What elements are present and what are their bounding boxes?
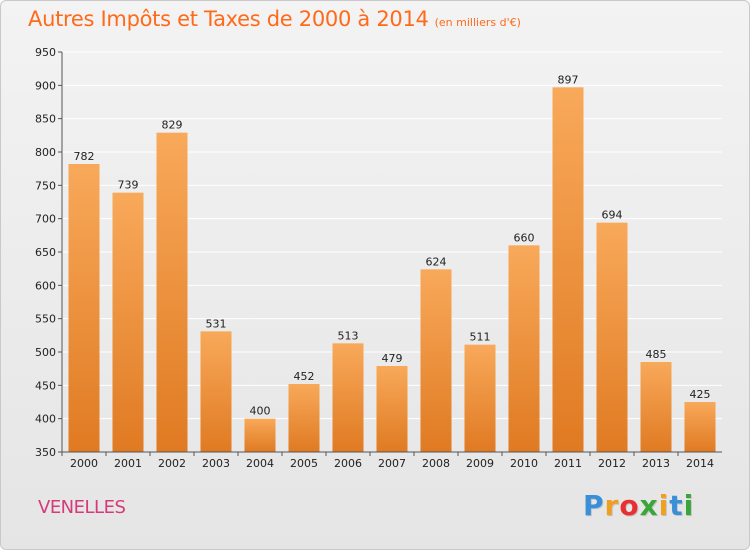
data-label-2001: 739 xyxy=(118,179,139,192)
logo-letter: t xyxy=(669,489,684,522)
y-tick-label: 400 xyxy=(35,413,56,426)
axes xyxy=(61,52,722,453)
data-label-2014: 425 xyxy=(690,388,711,401)
x-tick-label: 2003 xyxy=(202,457,230,470)
data-label-2004: 400 xyxy=(250,405,271,418)
y-tick-label: 650 xyxy=(35,246,56,259)
bar-2003 xyxy=(200,331,232,452)
logo-letter: i xyxy=(683,489,695,522)
y-tick-label: 900 xyxy=(35,79,56,92)
data-label-2007: 479 xyxy=(382,352,403,365)
logo-letter: P xyxy=(583,489,605,522)
bar-2006 xyxy=(332,343,364,452)
data-label-2012: 694 xyxy=(602,209,623,222)
bar-2014 xyxy=(684,402,716,452)
y-tick-label: 450 xyxy=(35,379,56,392)
title-text: Autres Impôts et Taxes de 2000 à 2014 xyxy=(28,7,429,31)
proxiti-logo: Proxiti xyxy=(583,489,694,522)
data-label-2003: 531 xyxy=(206,317,227,330)
x-tick-label: 2013 xyxy=(642,457,670,470)
logo-letter: o xyxy=(619,489,640,522)
bar-2012 xyxy=(596,222,628,452)
bar-2002 xyxy=(156,132,188,452)
data-label-2011: 897 xyxy=(558,73,579,86)
bar-2004 xyxy=(244,418,276,452)
x-tick-label: 2002 xyxy=(158,457,186,470)
bars: 782 739 829 531 400 452 513 479 624 511 660 897 694 4… xyxy=(68,73,716,452)
bar-2005 xyxy=(288,384,320,452)
bar-2013 xyxy=(640,362,672,452)
y-tick-label: 700 xyxy=(35,213,56,226)
y-tick-label: 350 xyxy=(35,446,56,459)
data-label-2008: 624 xyxy=(426,255,447,268)
y-tick-label: 850 xyxy=(35,113,56,126)
x-tick-label: 2010 xyxy=(510,457,538,470)
y-tick-label: 800 xyxy=(35,146,56,159)
bar-2007 xyxy=(376,366,408,452)
x-tick-label: 2004 xyxy=(246,457,274,470)
x-tick-label: 2005 xyxy=(290,457,318,470)
y-tick-label: 500 xyxy=(35,346,56,359)
x-tick-label: 2008 xyxy=(422,457,450,470)
x-tick-label: 2009 xyxy=(466,457,494,470)
y-tick-label: 750 xyxy=(35,179,56,192)
bar-2001 xyxy=(112,192,144,452)
chart-title: Autres Impôts et Taxes de 2000 à 2014 (en… xyxy=(28,7,521,31)
data-label-2013: 485 xyxy=(646,348,667,361)
title-unit: (en milliers d'€) xyxy=(434,16,521,29)
logo-letter: i xyxy=(658,489,670,522)
x-tick-label: 2007 xyxy=(378,457,406,470)
bar-2010 xyxy=(508,245,540,452)
x-tick-label: 2014 xyxy=(686,457,714,470)
bar-2008 xyxy=(420,269,452,452)
data-label-2005: 452 xyxy=(294,370,315,383)
data-label-2010: 660 xyxy=(514,231,535,244)
x-tick-label: 2011 xyxy=(554,457,582,470)
data-label-2000: 782 xyxy=(74,150,95,163)
bar-2011 xyxy=(552,87,584,452)
x-tick-label: 2001 xyxy=(114,457,142,470)
y-tick-label: 550 xyxy=(35,313,56,326)
x-axis-ticks: 2000 2001 2002 2003 2004 2005 2006 2007 2008 2009… xyxy=(61,452,714,470)
x-tick-label: 2012 xyxy=(598,457,626,470)
data-label-2002: 829 xyxy=(162,119,183,132)
y-tick-label: 950 xyxy=(35,46,56,59)
logo-letter: x xyxy=(639,489,659,522)
bar-2000 xyxy=(68,164,100,452)
commune-name: VENELLES xyxy=(38,497,126,518)
logo-letter: r xyxy=(604,489,620,522)
x-tick-label: 2006 xyxy=(334,457,362,470)
y-axis-ticks: 350 400 450 500 550 600 650 700 750 800 850 900 950 xyxy=(35,46,62,459)
data-label-2009: 511 xyxy=(470,331,491,344)
bar-2009 xyxy=(464,344,496,452)
x-tick-label: 2000 xyxy=(70,457,98,470)
data-label-2006: 513 xyxy=(338,329,359,342)
y-tick-label: 600 xyxy=(35,279,56,292)
